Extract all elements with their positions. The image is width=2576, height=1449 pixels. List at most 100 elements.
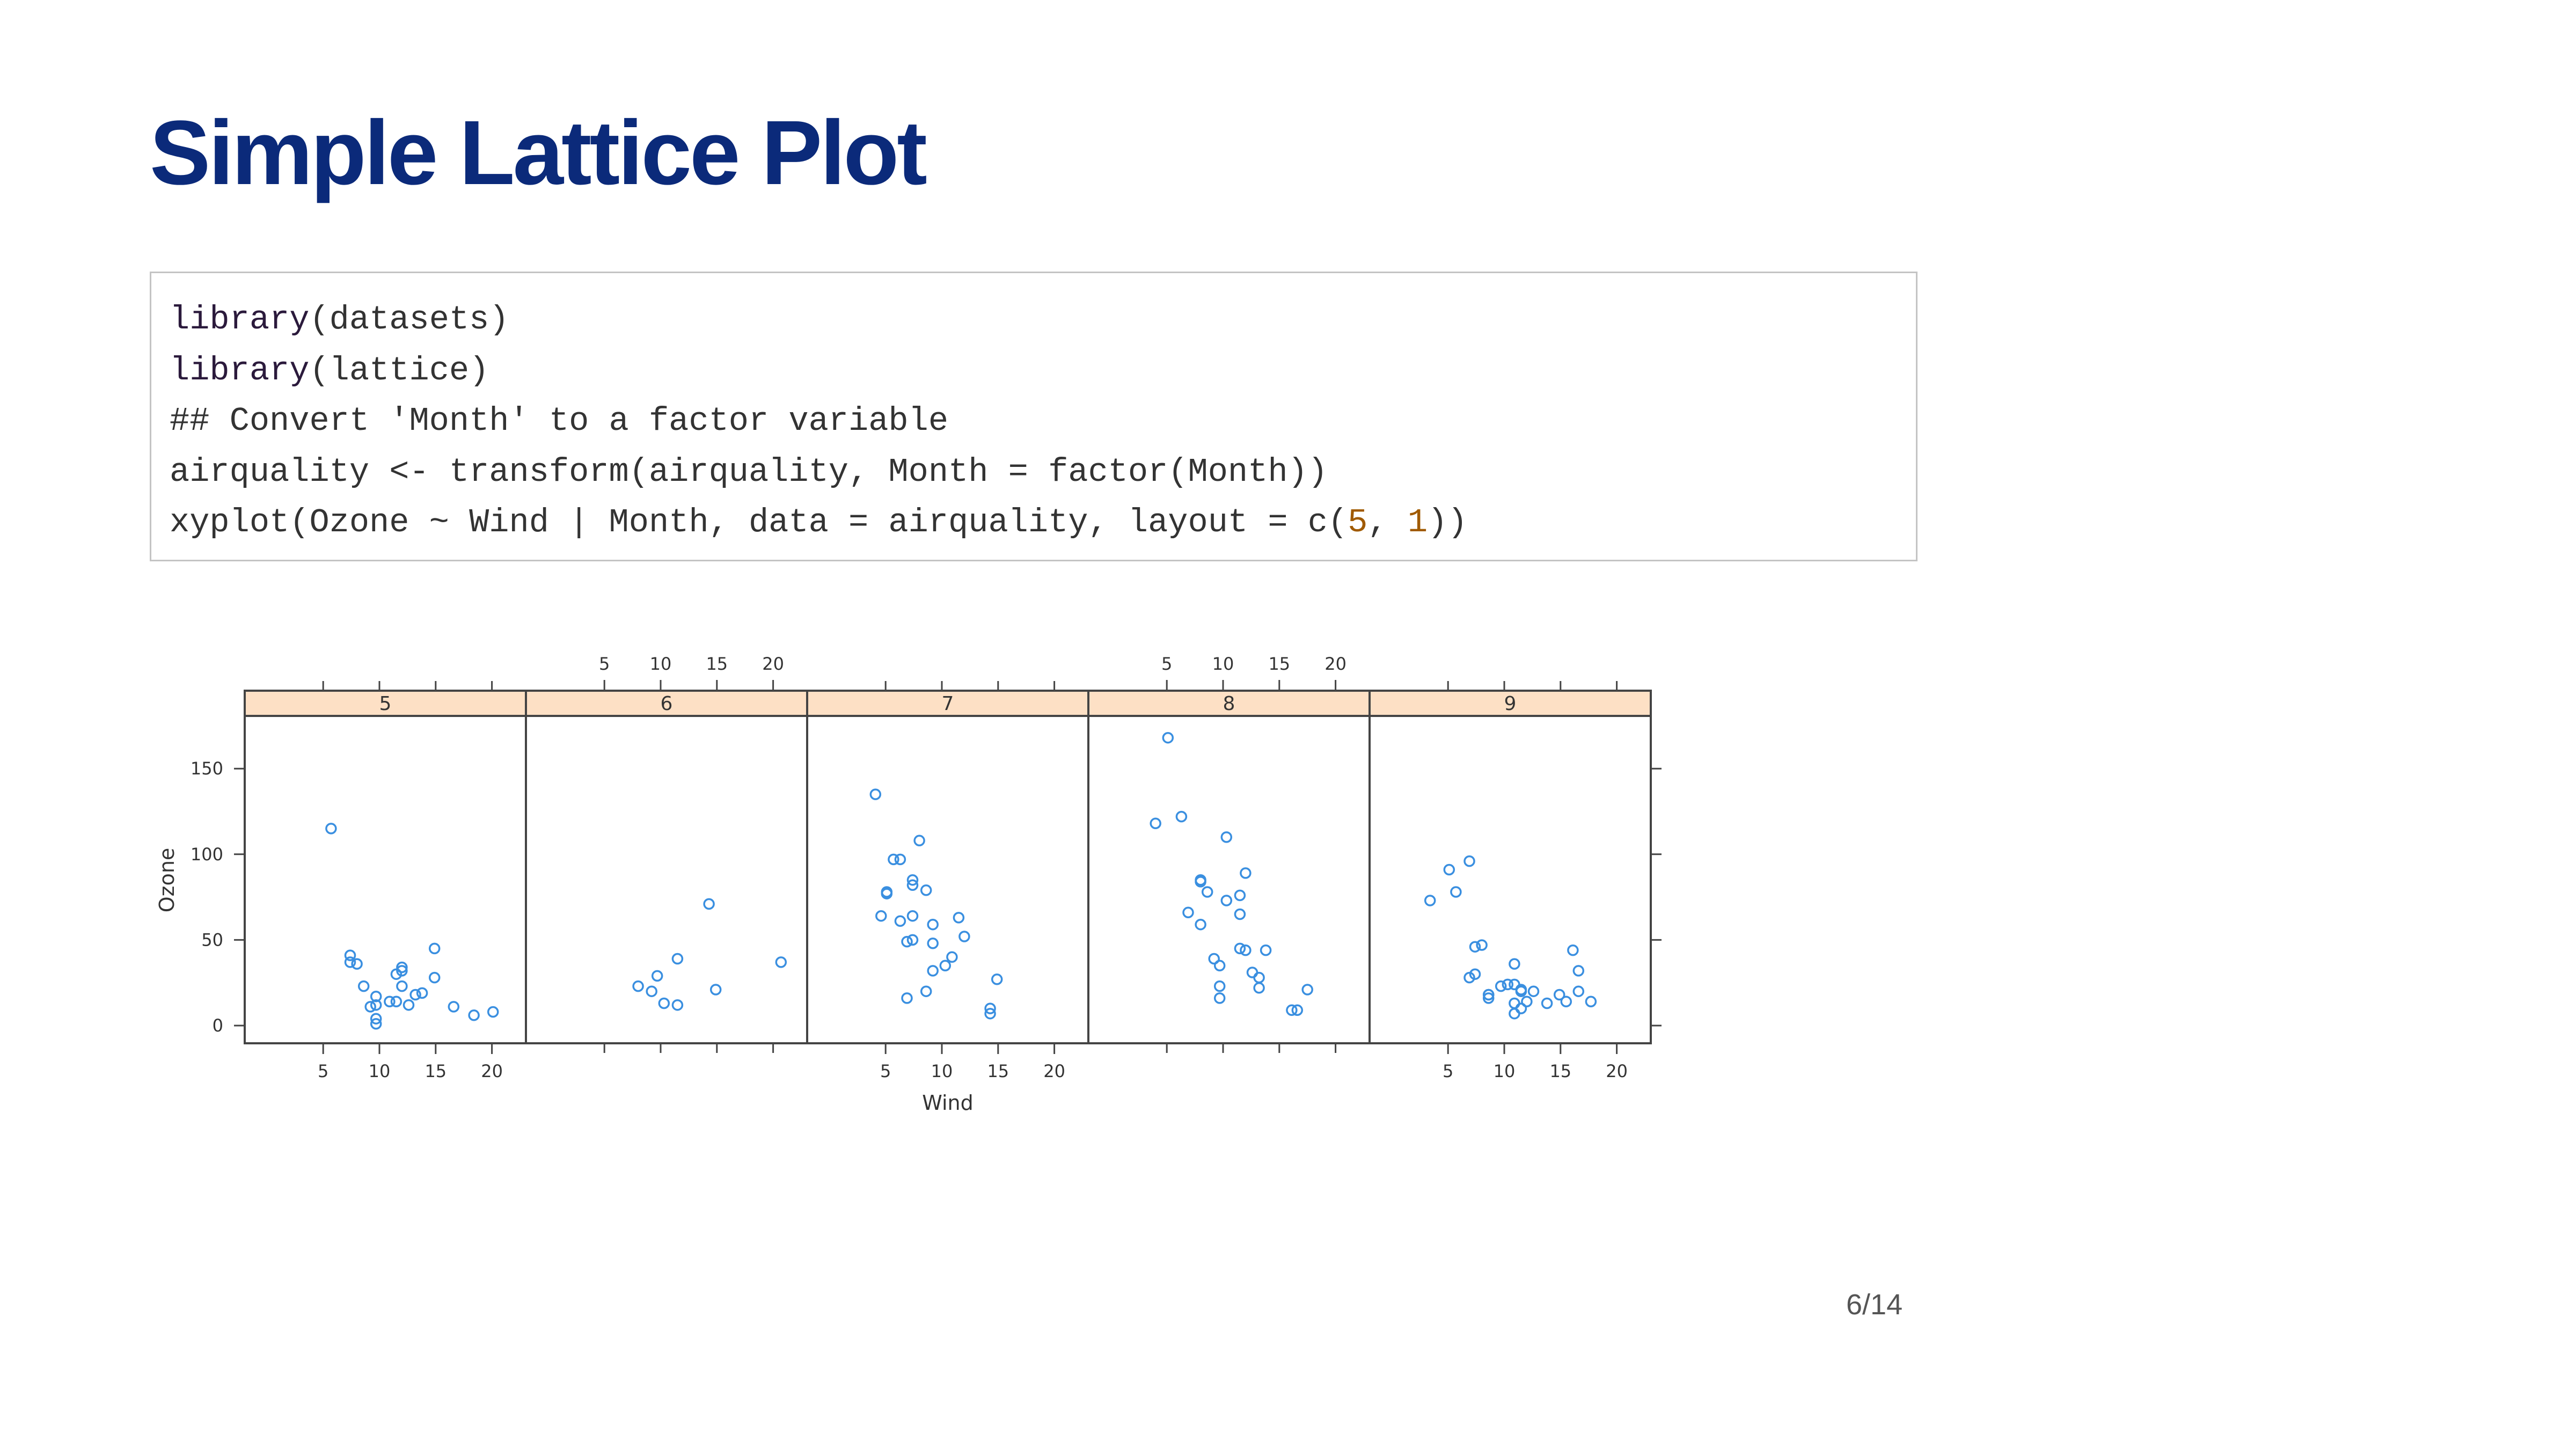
panel-frame <box>1368 715 1652 1044</box>
data-point <box>487 1006 499 1018</box>
data-point <box>953 912 965 924</box>
data-point <box>1240 944 1252 956</box>
panel-strip <box>806 690 1089 717</box>
data-point <box>344 949 356 961</box>
x-tick-label: 15 <box>425 1061 447 1081</box>
strip-label: 8 <box>1223 693 1235 715</box>
data-point <box>1476 939 1488 951</box>
data-point <box>901 992 913 1004</box>
data-point <box>1201 886 1213 898</box>
data-point <box>658 997 670 1009</box>
data-point <box>927 938 939 949</box>
data-point <box>906 910 919 922</box>
data-point <box>1469 941 1481 953</box>
x-tick-label: 20 <box>1043 1061 1065 1081</box>
data-point <box>1572 985 1585 997</box>
code-line: ## Convert 'Month' to a factor variable <box>170 402 948 440</box>
data-point <box>1521 996 1533 1008</box>
data-point <box>1253 971 1265 984</box>
x-tick-label: 15 <box>1268 654 1290 674</box>
panel-frame <box>806 715 1089 1044</box>
data-point <box>1195 874 1206 886</box>
code-token: ## Convert 'Month' to a factor variable <box>170 402 949 440</box>
data-point <box>1527 985 1540 997</box>
code-token: )) <box>1428 503 1468 541</box>
code-line: airquality <- transform(airquality, Mont… <box>170 453 1328 491</box>
data-point <box>881 888 893 899</box>
data-point <box>1469 968 1481 980</box>
x-tick-label: 15 <box>706 654 728 674</box>
data-point <box>390 996 402 1008</box>
strip-label: 6 <box>661 693 673 715</box>
data-point <box>1567 944 1579 956</box>
panel-frame <box>244 715 527 1044</box>
data-point <box>1572 965 1585 977</box>
x-tick-label: 5 <box>880 1061 891 1081</box>
x-tick-label: 20 <box>762 654 784 674</box>
x-tick-label: 20 <box>481 1061 503 1081</box>
y-axis-label: Ozone <box>155 848 179 913</box>
data-point <box>370 999 382 1011</box>
data-point <box>1541 997 1553 1009</box>
data-point <box>703 898 715 910</box>
data-point <box>1150 817 1161 830</box>
data-point <box>946 951 958 963</box>
data-point <box>1463 971 1475 984</box>
x-tick-label: 15 <box>1549 1061 1571 1081</box>
data-point <box>671 999 684 1011</box>
data-point <box>364 1001 376 1013</box>
data-point <box>906 879 919 891</box>
data-point <box>1515 1002 1527 1014</box>
data-point <box>402 999 415 1011</box>
data-point <box>920 884 932 896</box>
data-point <box>920 985 932 997</box>
data-point <box>370 990 382 1002</box>
page-number: 6/14 <box>1846 1289 1903 1321</box>
data-point <box>927 918 939 931</box>
data-point <box>428 971 441 984</box>
data-point <box>1240 867 1252 879</box>
code-token: , <box>1367 503 1408 541</box>
data-point <box>901 935 913 948</box>
x-tick-label: 20 <box>1606 1061 1628 1081</box>
data-point <box>927 965 939 977</box>
code-token: airquality <- transform(airquality, Mont… <box>170 452 1328 491</box>
data-point <box>357 980 370 992</box>
strip-label: 5 <box>379 693 392 715</box>
data-point <box>1175 810 1188 823</box>
x-tick-label: 10 <box>369 1061 391 1081</box>
data-point <box>384 996 396 1008</box>
data-point <box>939 960 952 972</box>
code-token: (lattice) <box>309 351 489 390</box>
data-point <box>390 968 402 980</box>
data-point <box>1234 942 1246 955</box>
code-text: library(datasets) library(lattice) ## Co… <box>170 295 1467 548</box>
data-point <box>1443 863 1455 876</box>
code-token: library <box>170 351 310 390</box>
data-point <box>1246 967 1258 978</box>
y-tick-label: 100 <box>191 844 223 865</box>
data-point <box>409 989 421 1001</box>
data-point <box>428 942 441 955</box>
data-point <box>1195 918 1206 931</box>
x-tick-label: 20 <box>1324 654 1346 674</box>
data-point <box>396 980 408 992</box>
data-point <box>1301 984 1313 996</box>
data-point <box>1585 996 1597 1008</box>
data-point <box>1515 985 1527 997</box>
data-point <box>869 788 882 800</box>
x-tick-label: 10 <box>931 1061 953 1081</box>
data-point <box>1286 1004 1298 1016</box>
x-tick-label: 5 <box>1443 1061 1453 1081</box>
data-point <box>709 984 722 996</box>
data-point <box>906 934 919 946</box>
data-point <box>1482 989 1495 1001</box>
data-point <box>1220 895 1233 906</box>
data-point <box>671 953 684 965</box>
data-point <box>1450 886 1462 898</box>
strip-label: 9 <box>1504 693 1517 715</box>
data-point <box>958 931 970 942</box>
data-point <box>1162 731 1174 744</box>
data-point <box>448 1001 460 1013</box>
